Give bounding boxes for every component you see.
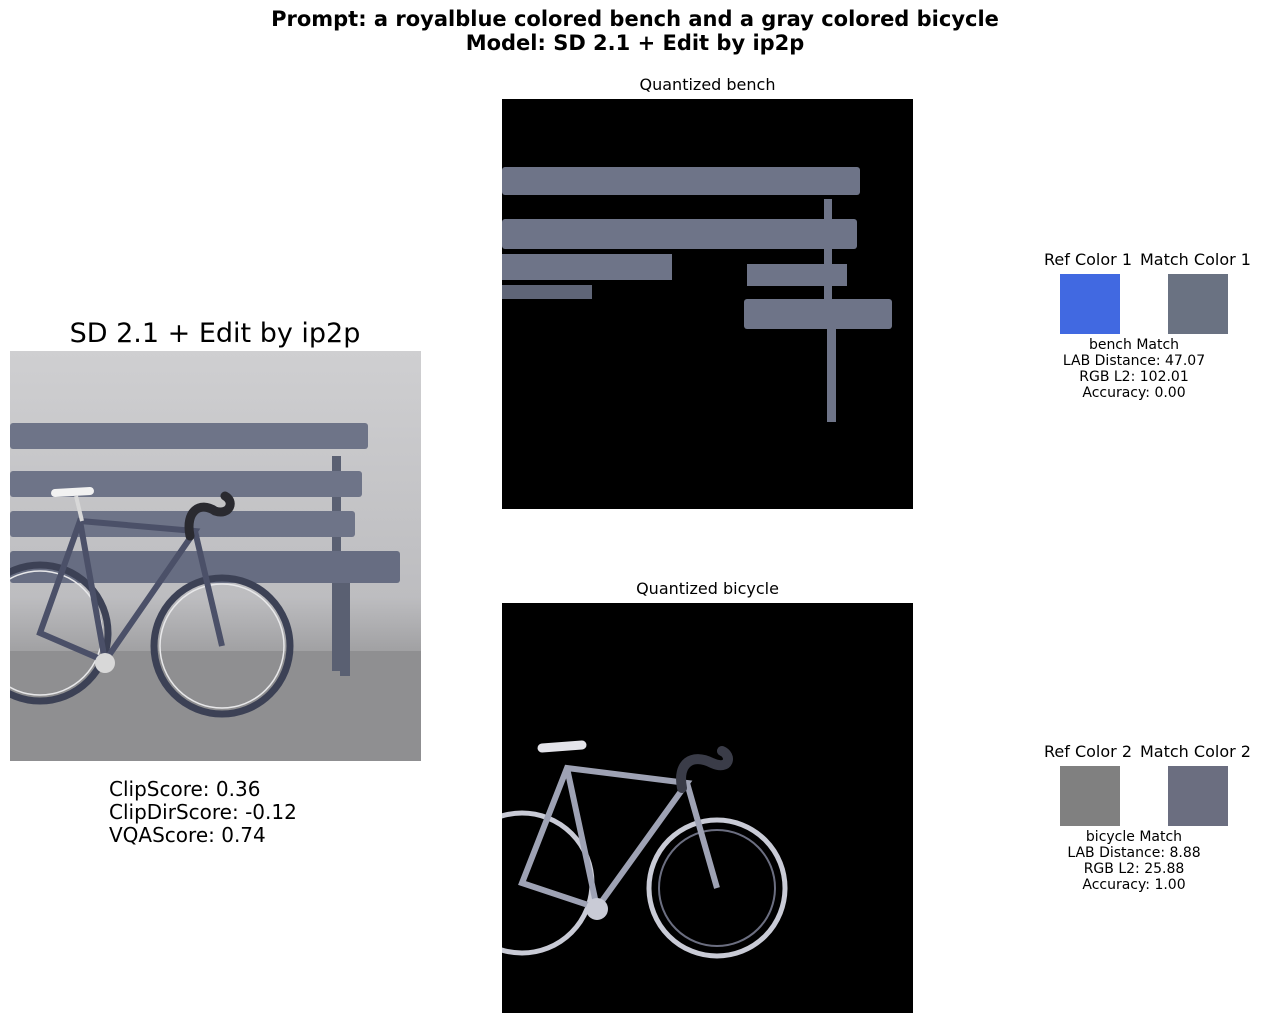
bicycle-rgb-l2: RGB L2: 25.88 (1083, 861, 1185, 877)
quantized-bicycle-image (502, 603, 913, 1013)
match-color-2-swatch (1168, 766, 1228, 826)
quantized-bicycle-drawing (502, 740, 788, 959)
generated-image-title: SD 2.1 + Edit by ip2p (69, 318, 361, 349)
ref-color-1-label: Ref Color 1 (1044, 250, 1132, 269)
quantized-bench-drawing (502, 167, 892, 422)
quantized-bench-image (502, 99, 913, 509)
bench-match-title: bench Match (1088, 337, 1180, 353)
vqa-score: VQAScore: 0.74 (109, 823, 266, 847)
match-color-1-swatch (1168, 274, 1228, 334)
bicycle-match-title: bicycle Match (1085, 829, 1183, 845)
bench-rgb-l2: RGB L2: 102.01 (1079, 369, 1189, 385)
bench-accuracy: Accuracy: 0.00 (1082, 385, 1186, 401)
ref-color-2-swatch (1060, 766, 1120, 826)
clip-score: ClipScore: 0.36 (109, 777, 261, 801)
clip-dir-score: ClipDirScore: -0.12 (109, 800, 297, 824)
quantized-bench-title: Quantized bench (639, 75, 776, 94)
ref-color-2-label: Ref Color 2 (1044, 742, 1132, 761)
bicycle-lab-distance: LAB Distance: 8.88 (1067, 845, 1201, 861)
figure-title-prompt: Prompt: a royalblue colored bench and a … (271, 7, 999, 31)
bench-lab-distance: LAB Distance: 47.07 (1062, 353, 1206, 369)
match-color-2-label: Match Color 2 (1140, 742, 1251, 761)
quantized-bicycle-title: Quantized bicycle (636, 579, 779, 598)
generated-scene-drawing (10, 423, 421, 761)
ref-color-1-swatch (1060, 274, 1120, 334)
match-color-1-label: Match Color 1 (1140, 250, 1251, 269)
figure-title-model: Model: SD 2.1 + Edit by ip2p (465, 31, 805, 55)
generated-image (10, 351, 421, 761)
bicycle-accuracy: Accuracy: 1.00 (1082, 877, 1186, 893)
